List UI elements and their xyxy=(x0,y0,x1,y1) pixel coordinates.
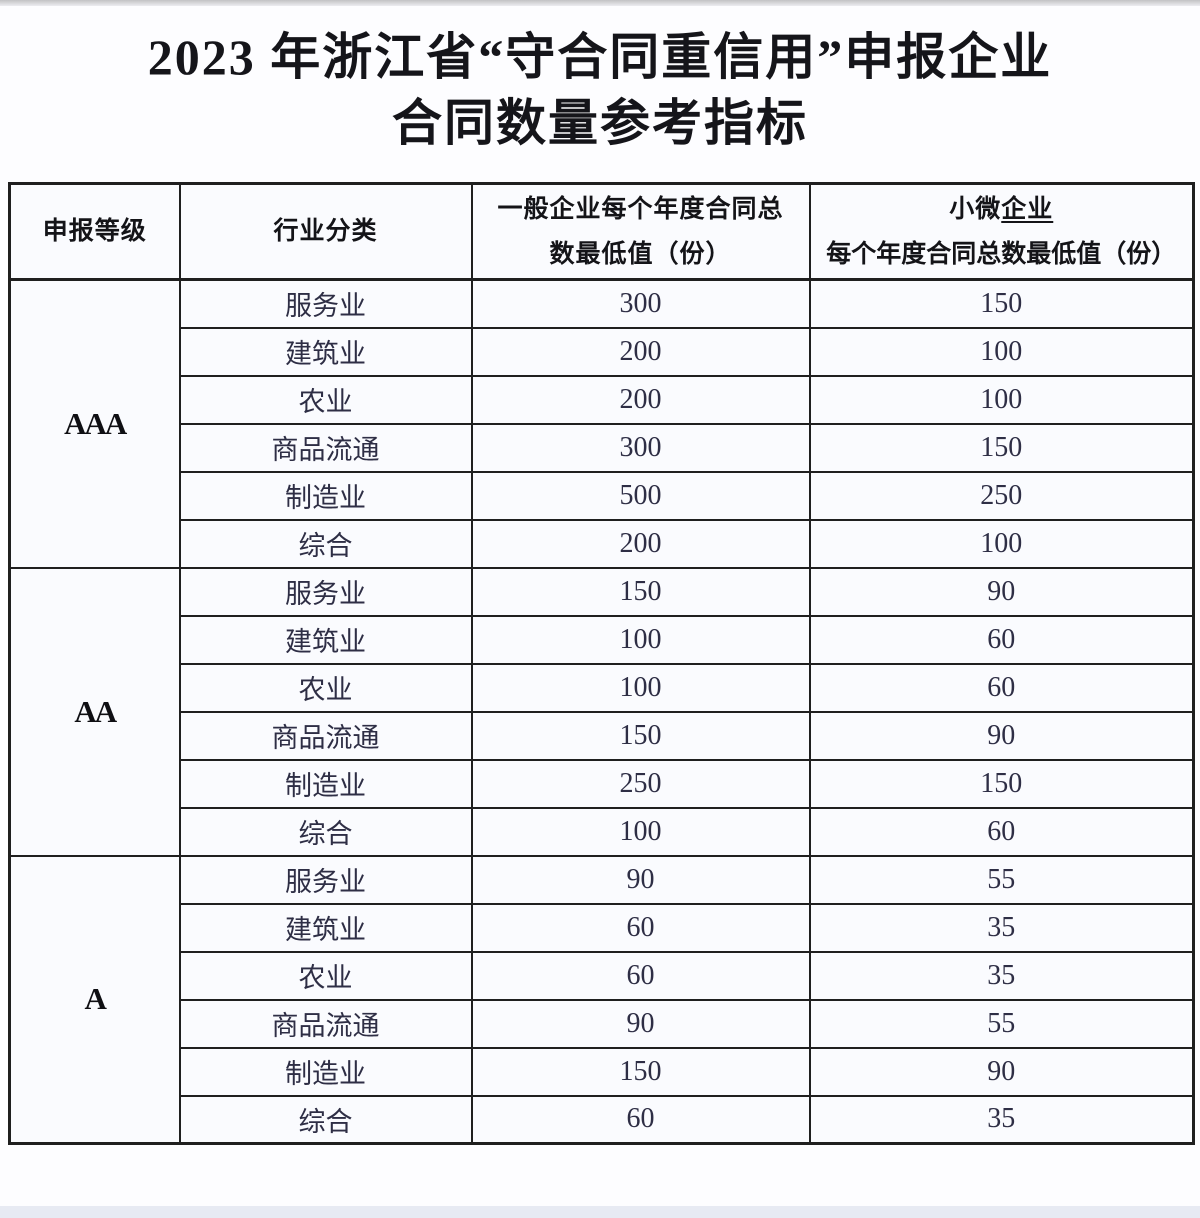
page-top-edge xyxy=(0,0,1200,6)
industry-cell: 综合 xyxy=(178,806,473,857)
industry-cell: 制造业 xyxy=(178,758,473,809)
header-industry: 行业分类 xyxy=(178,182,473,281)
table-row: 商品流通 300 150 xyxy=(10,422,1195,473)
table-row: 制造业 500 250 xyxy=(10,470,1195,521)
general-min-cell: 200 xyxy=(470,326,811,377)
table-row: 建筑业 100 60 xyxy=(10,614,1195,665)
header-level: 申报等级 xyxy=(8,182,181,281)
micro-min-cell: 60 xyxy=(808,614,1195,665)
industry-cell: 商品流通 xyxy=(178,710,473,761)
micro-min-cell: 150 xyxy=(808,278,1195,329)
general-min-cell: 60 xyxy=(470,950,811,1001)
header-general-min: 一般企业每个年度合同总 数最低值（份） xyxy=(470,182,811,281)
table-row: 农业 200 100 xyxy=(10,374,1195,425)
title-line-2: 合同数量参考指标 xyxy=(392,95,808,151)
table-row: 建筑业 200 100 xyxy=(10,326,1195,377)
table-row: A 服务业 90 55 xyxy=(8,854,1195,1145)
general-min-cell: 300 xyxy=(470,422,811,473)
general-min-cell: 150 xyxy=(470,1046,811,1097)
industry-cell: 服务业 xyxy=(178,566,473,617)
table-row: 制造业 150 90 xyxy=(10,1046,1195,1097)
micro-min-cell: 35 xyxy=(808,902,1195,953)
table-row: 综合 100 60 xyxy=(10,806,1195,857)
micro-min-cell: 100 xyxy=(808,374,1195,425)
page-title: 2023 年浙江省“守合同重信用”申报企业 合同数量参考指标 xyxy=(0,0,1200,156)
micro-min-cell: 90 xyxy=(808,710,1195,761)
header-level-label: 申报等级 xyxy=(42,217,147,245)
micro-min-cell: 35 xyxy=(808,950,1195,1001)
table-row: 建筑业 60 35 xyxy=(10,902,1195,953)
header-micro-min-line1: 小微企业 xyxy=(811,187,1193,232)
level-cell: A xyxy=(8,854,181,1145)
industry-cell: 商品流通 xyxy=(178,422,473,473)
industry-cell: 综合 xyxy=(178,1094,473,1145)
micro-min-cell: 90 xyxy=(808,566,1195,617)
table-row: 商品流通 90 55 xyxy=(10,998,1195,1049)
general-min-cell: 200 xyxy=(470,374,811,425)
table-row: AA 服务业 150 90 xyxy=(8,566,1195,857)
header-micro-min: 小微企业 每个年度合同总数最低值（份） xyxy=(808,182,1195,281)
table-row: 制造业 250 150 xyxy=(10,758,1195,809)
general-min-cell: 60 xyxy=(470,902,811,953)
general-min-cell: 500 xyxy=(470,470,811,521)
general-min-cell: 300 xyxy=(470,278,811,329)
industry-cell: 建筑业 xyxy=(178,902,473,953)
micro-min-cell: 250 xyxy=(808,470,1195,521)
micro-min-cell: 100 xyxy=(808,326,1195,377)
table-row: 农业 60 35 xyxy=(10,950,1195,1001)
title-line-1: 2023 年浙江省“守合同重信用”申报企业 xyxy=(147,29,1053,85)
general-min-cell: 90 xyxy=(470,854,811,905)
header-micro-min-line1-plain: 小微 xyxy=(949,194,1002,223)
micro-min-cell: 55 xyxy=(808,854,1195,905)
general-min-cell: 150 xyxy=(470,566,811,617)
contract-indicator-table: 申报等级 行业分类 一般企业每个年度合同总 数最低值（份） 小微企业 每个年度合… xyxy=(8,182,1195,1145)
general-min-cell: 90 xyxy=(470,998,811,1049)
header-general-min-line2: 数最低值（份） xyxy=(549,239,732,268)
level-cell: AA xyxy=(8,566,181,857)
general-min-cell: 100 xyxy=(470,806,811,857)
table-row: 商品流通 150 90 xyxy=(10,710,1195,761)
general-min-cell: 100 xyxy=(470,614,811,665)
micro-min-cell: 60 xyxy=(808,806,1195,857)
micro-min-cell: 100 xyxy=(808,518,1195,569)
industry-cell: 建筑业 xyxy=(178,614,473,665)
industry-cell: 农业 xyxy=(178,374,473,425)
page-bottom-edge xyxy=(0,1206,1200,1218)
industry-cell: 农业 xyxy=(178,662,473,713)
table-row: 综合 60 35 xyxy=(10,1094,1195,1145)
industry-cell: 建筑业 xyxy=(178,326,473,377)
micro-min-cell: 150 xyxy=(808,758,1195,809)
header-row: 申报等级 行业分类 一般企业每个年度合同总 数最低值（份） 小微企业 每个年度合… xyxy=(8,182,1195,281)
micro-min-cell: 60 xyxy=(808,662,1195,713)
industry-cell: 制造业 xyxy=(178,470,473,521)
industry-cell: 服务业 xyxy=(178,278,473,329)
industry-cell: 农业 xyxy=(178,950,473,1001)
general-min-cell: 200 xyxy=(470,518,811,569)
industry-cell: 服务业 xyxy=(178,854,473,905)
general-min-cell: 150 xyxy=(470,710,811,761)
table-row: AAA 服务业 300 150 xyxy=(8,278,1195,569)
micro-min-cell: 55 xyxy=(808,998,1195,1049)
micro-min-cell: 35 xyxy=(808,1094,1195,1145)
general-min-cell: 100 xyxy=(470,662,811,713)
table-row: 综合 200 100 xyxy=(10,518,1195,569)
industry-cell: 综合 xyxy=(178,518,473,569)
general-min-cell: 250 xyxy=(470,758,811,809)
table-row: 农业 100 60 xyxy=(10,662,1195,713)
general-min-cell: 60 xyxy=(470,1094,811,1145)
industry-cell: 商品流通 xyxy=(178,998,473,1049)
micro-min-cell: 90 xyxy=(808,1046,1195,1097)
header-industry-label: 行业分类 xyxy=(273,217,378,245)
header-micro-min-line2: 每个年度合同总数最低值（份） xyxy=(826,239,1177,268)
micro-min-cell: 150 xyxy=(808,422,1195,473)
header-micro-min-line1-underlined: 企业 xyxy=(1001,194,1054,223)
header-general-min-line1: 一般企业每个年度合同总 xyxy=(497,194,784,223)
industry-cell: 制造业 xyxy=(178,1046,473,1097)
level-cell: AAA xyxy=(8,278,181,569)
